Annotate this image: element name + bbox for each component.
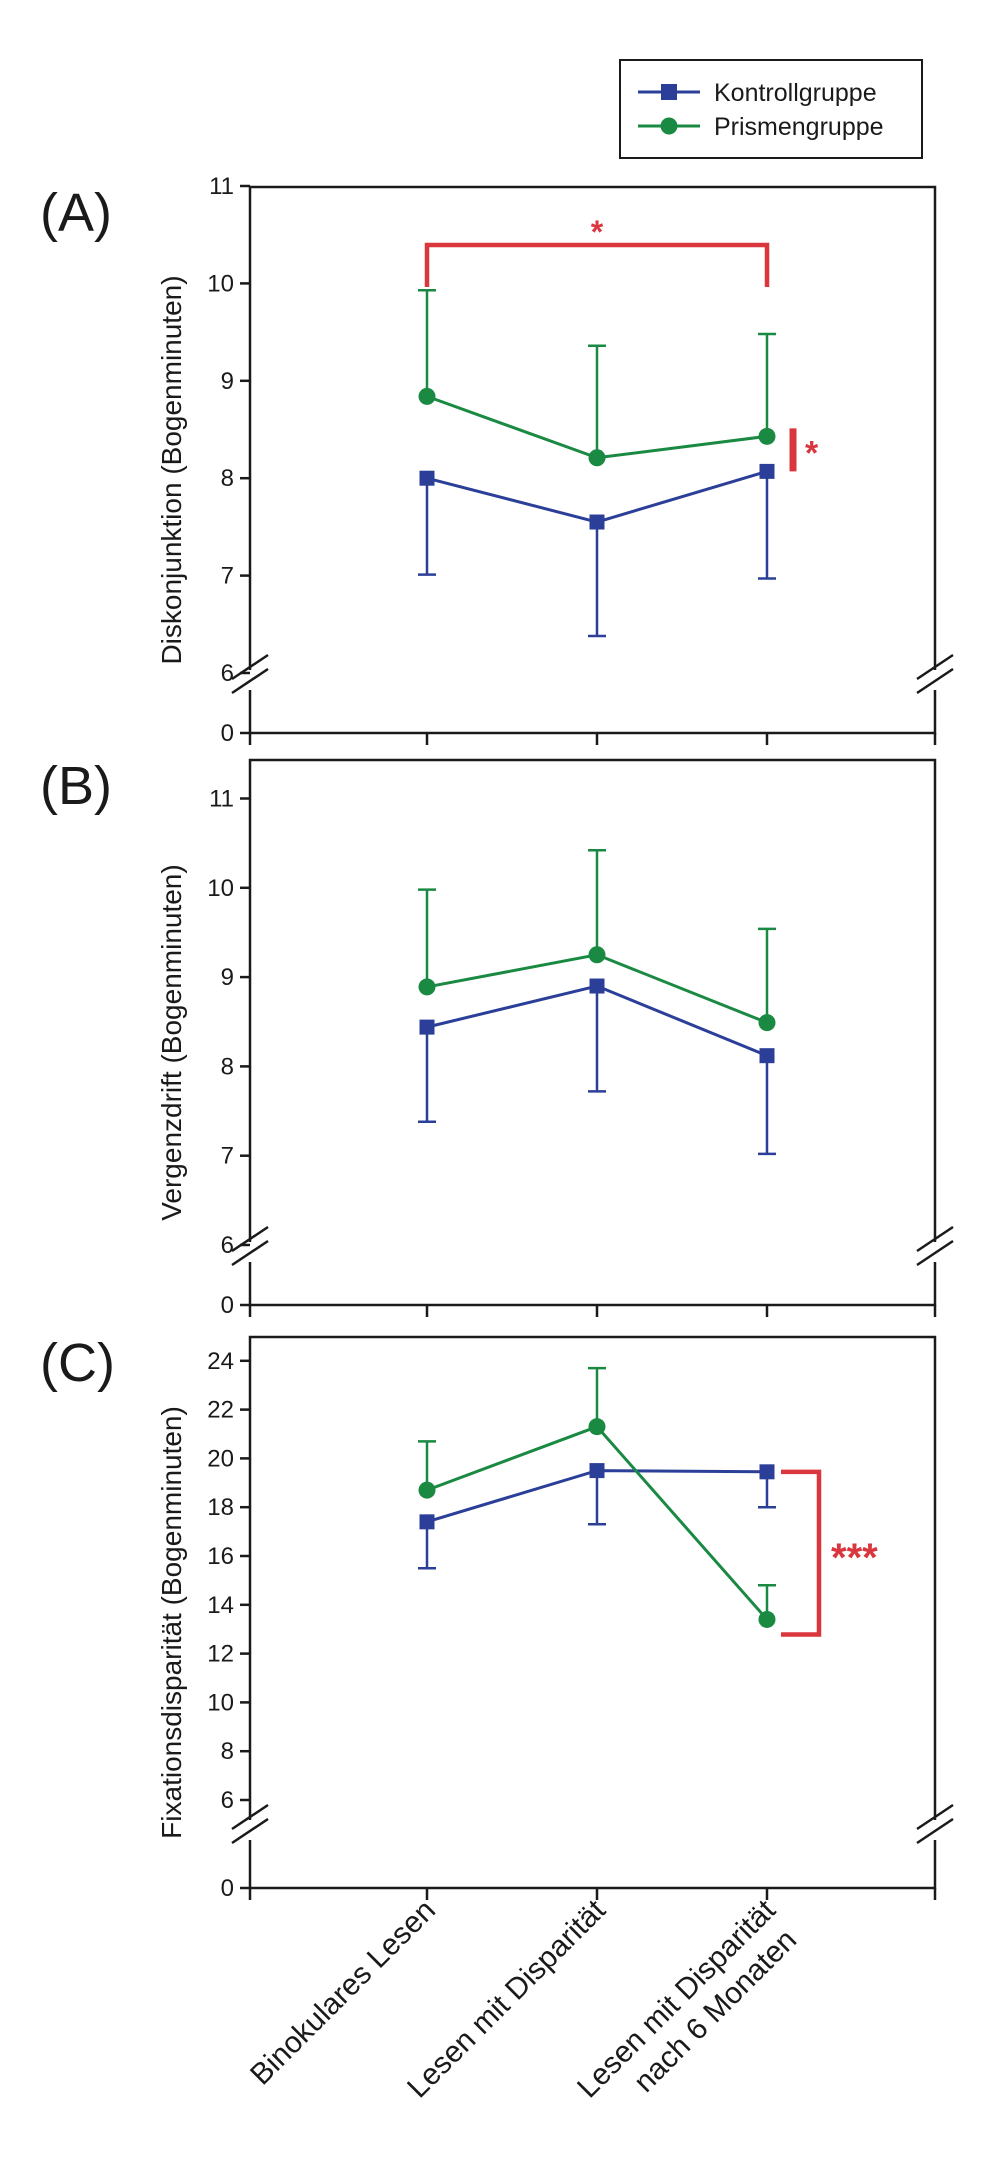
series-kontrollgruppe — [418, 1463, 776, 1570]
data-point-circle — [588, 1418, 606, 1436]
y-tick-label: 10 — [207, 270, 234, 297]
y-tick-label: 8 — [221, 465, 234, 492]
panel-label: (C) — [40, 1333, 115, 1393]
significance-label: *** — [831, 1536, 878, 1580]
series-prismengruppe — [418, 288, 776, 467]
chart-panels: 6 7 8 9 10 11 0 Diskonjunktion (Bogenminuten) (A… — [40, 173, 954, 1902]
y-tick-label: 20 — [207, 1445, 234, 1472]
series-kontrollgruppe — [418, 463, 776, 638]
data-point-square — [589, 1463, 605, 1479]
legend: Kontrollgruppe Prismengruppe — [619, 59, 923, 159]
axis-break-slash — [231, 1239, 269, 1267]
significance-label: * — [591, 214, 604, 250]
y-tick-label-zero: 0 — [221, 720, 234, 747]
series-prismengruppe — [418, 1366, 776, 1628]
legend-box — [619, 59, 923, 159]
panel-label: (A) — [40, 183, 112, 243]
plot-frame — [248, 758, 937, 1307]
plot-frame — [248, 1335, 937, 1890]
y-tick-label: 11 — [209, 173, 234, 200]
series-line — [426, 469, 768, 524]
legend-kontroll-marker — [661, 84, 677, 100]
y-tick-label-zero: 0 — [221, 1292, 234, 1319]
x-category-label: Lesen mit Disparitätnach 6 Monaten — [571, 1893, 808, 2130]
y-tick-label: 8 — [221, 1738, 234, 1765]
data-point-circle — [758, 1610, 776, 1628]
y-tick-label: 7 — [221, 1143, 234, 1170]
y-axis-label: Vergenzdrift (Bogenminuten) — [156, 864, 187, 1220]
axis-break-slash — [916, 1803, 954, 1831]
data-point-circle — [588, 946, 606, 964]
significance-bracket — [781, 1469, 822, 1637]
data-point-circle — [418, 1481, 436, 1499]
data-point-square — [589, 978, 605, 994]
data-point-circle — [418, 978, 436, 996]
significance-label: * — [805, 434, 819, 472]
y-tick-label: 6 — [221, 1232, 234, 1259]
data-point-square — [419, 1514, 435, 1530]
data-point-circle — [588, 449, 606, 467]
axis-break-slash — [231, 653, 269, 681]
axis-break-slash — [916, 1239, 954, 1267]
legend-prismen-marker — [660, 117, 678, 135]
legend-kontroll-label: Kontrollgruppe — [714, 79, 877, 107]
y-tick-label: 18 — [207, 1494, 234, 1521]
data-point-square — [759, 1464, 775, 1480]
data-point-square — [759, 463, 775, 479]
x-category-label-line: Binokulares Lesen — [244, 1894, 442, 2092]
y-axis-label: Diskonjunktion (Bogenminuten) — [156, 275, 187, 664]
panel-1: 6 7 8 9 10 11 0 Diskonjunktion (Bogenminuten) (A… — [40, 173, 954, 747]
axis-break-slash — [231, 1803, 269, 1831]
data-point-circle — [758, 427, 776, 445]
y-tick-label: 12 — [207, 1641, 234, 1668]
y-tick-label: 8 — [221, 1053, 234, 1080]
data-point-circle — [418, 387, 436, 405]
significance-bracket — [424, 242, 770, 287]
panel-3: 6 8 10 12 14 16 18 20 22 24 0 Fixationsdisparität (… — [40, 1333, 954, 1902]
legend-prismen-label: Prismengruppe — [714, 113, 884, 141]
axis-break-slash — [231, 667, 269, 695]
y-tick-label: 6 — [221, 660, 234, 687]
y-tick-label: 9 — [221, 964, 234, 991]
y-axis-label: Fixationsdisparität (Bogenminuten) — [156, 1406, 187, 1839]
panel-2: 6 7 8 9 10 11 0 Vergenzdrift (Bogenminuten) (B) — [40, 756, 954, 1319]
y-tick-label: 14 — [207, 1592, 234, 1619]
axis-break-slash — [916, 1225, 954, 1253]
y-tick-label: 11 — [209, 786, 234, 813]
y-tick-label: 10 — [207, 1689, 234, 1716]
y-tick-label-zero: 0 — [221, 1875, 234, 1902]
axis-break-slash — [231, 1225, 269, 1253]
y-tick-label: 10 — [207, 875, 234, 902]
panel-label: (B) — [40, 756, 112, 816]
y-tick-label: 7 — [221, 563, 234, 590]
data-point-square — [419, 470, 435, 486]
y-tick-label: 16 — [207, 1543, 234, 1570]
y-tick-label: 22 — [207, 1397, 234, 1424]
y-tick-label: 24 — [207, 1348, 234, 1375]
data-point-circle — [758, 1014, 776, 1032]
axis-break-slash — [916, 1817, 954, 1845]
x-category-label: Binokulares Lesen — [244, 1894, 442, 2092]
data-point-square — [759, 1048, 775, 1064]
axis-break-slash — [916, 667, 954, 695]
y-tick-label: 9 — [221, 368, 234, 395]
axis-break-slash — [231, 1817, 269, 1845]
series-prismengruppe — [418, 849, 776, 1032]
axis-break-slash — [916, 653, 954, 681]
series-kontrollgruppe — [418, 978, 776, 1156]
y-tick-label: 6 — [221, 1787, 234, 1814]
data-point-square — [419, 1019, 435, 1035]
data-point-square — [589, 514, 605, 530]
plot-frame — [248, 185, 937, 735]
